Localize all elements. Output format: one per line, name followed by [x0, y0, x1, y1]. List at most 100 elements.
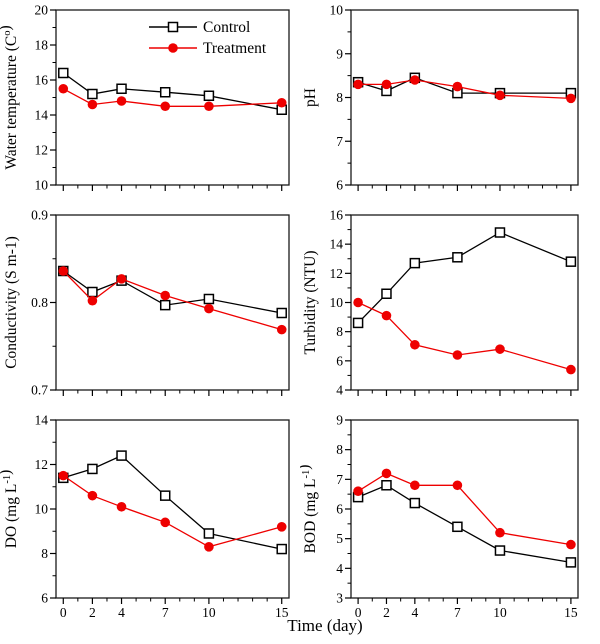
y-tick-label: 16 — [330, 208, 344, 223]
series-control-markers — [352, 227, 577, 329]
x-tick-label: 2 — [383, 605, 390, 620]
data-point-square-marker — [116, 83, 127, 94]
y-tick-label: 10 — [35, 502, 49, 517]
data-point-square-marker — [565, 557, 577, 568]
data-point-square-marker — [159, 87, 171, 98]
legend: Control Treatment — [149, 19, 267, 57]
data-point-circle-marker — [58, 83, 69, 94]
y-axis-title: DO (mg L-1) — [0, 470, 20, 549]
data-point-square-marker — [452, 521, 463, 533]
data-point-circle-marker — [160, 517, 171, 528]
x-axis-ticks — [357, 185, 572, 191]
y-axis-ticks: 3 4 5 6 7 8 9 — [336, 413, 351, 606]
y-tick-label: 20 — [35, 3, 49, 18]
series-treatment-line — [62, 88, 282, 107]
y-tick-label: 10 — [35, 178, 49, 193]
y-tick-label: 0.9 — [31, 208, 48, 223]
data-point-circle-marker — [452, 480, 463, 491]
plot-frame — [55, 419, 290, 599]
data-point-square-marker — [87, 286, 98, 298]
y-tick-label: 8 — [41, 546, 48, 561]
x-tick-label: 7 — [454, 605, 461, 620]
x-tick-label: 0 — [355, 605, 362, 620]
data-point-circle-marker — [381, 468, 392, 479]
x-axis-ticks — [357, 390, 572, 396]
x-axis-ticks — [62, 185, 283, 191]
y-tick-label: 0.7 — [31, 383, 48, 398]
y-tick-label: 10 — [330, 295, 344, 310]
data-point-circle-marker — [58, 470, 69, 481]
series-treatment-markers — [58, 266, 287, 335]
y-axis-ticks: 6 7 8 9 10 — [330, 3, 351, 193]
y-tick-label: 16 — [35, 73, 49, 88]
y-tick-label: 6 — [336, 353, 343, 368]
data-point-square-marker — [565, 256, 577, 267]
y-axis-title: BOD (mg L-1) — [300, 465, 319, 554]
chart-cell-ph: 6 7 8 9 10 pH — [300, 0, 600, 210]
series-control-markers — [58, 67, 287, 115]
y-tick-label: 7 — [336, 134, 343, 149]
data-point-circle-marker — [410, 339, 420, 350]
plot-frame — [350, 214, 579, 391]
y-tick-label: 14 — [330, 237, 344, 252]
data-point-circle-marker — [58, 266, 69, 276]
data-point-square-marker — [87, 88, 98, 100]
series-treatment-line — [62, 270, 282, 331]
data-point-square-marker — [276, 543, 287, 555]
y-axis-ticks: 6 8 10 12 14 — [35, 413, 56, 606]
y-axis-title: pH — [302, 88, 319, 107]
data-point-square-marker — [159, 299, 171, 311]
data-point-square-marker — [494, 545, 506, 556]
y-axis-ticks: 0.7 0.8 0.9 — [31, 208, 56, 398]
data-point-circle-marker — [204, 542, 214, 552]
series-treatment-line — [357, 472, 572, 546]
data-point-circle-marker — [566, 93, 576, 104]
data-point-circle-marker — [116, 96, 127, 106]
data-point-circle-marker — [452, 81, 463, 92]
x-tick-label: 4 — [118, 605, 125, 620]
chart-cell-conductivity: 0.7 0.8 0.9 Conductivity (S m-1) — [0, 205, 300, 415]
chart-conductivity: 0.7 0.8 0.9 Conductivity (S m-1) — [3, 208, 290, 398]
chart-ph: 6 7 8 9 10 pH — [302, 3, 579, 193]
y-tick-label: 8 — [336, 442, 343, 457]
y-tick-label: 14 — [35, 108, 49, 123]
y-axis-title: Water temperature (Co) — [0, 25, 20, 169]
chart-cell-water-temperature: 10 12 14 16 18 20 Water temperature (Co) Contro… — [0, 0, 300, 210]
chart-do: 6 8 10 12 14 0 2 4 7 10 15 DO (mg L-1) — [0, 413, 290, 620]
data-point-circle-marker — [116, 274, 127, 284]
series-treatment-markers — [353, 75, 576, 104]
data-point-circle-marker — [276, 522, 287, 532]
chart-cell-turbidity: 4 6 8 10 12 14 16 Turbidity (NTU) — [300, 205, 600, 415]
y-tick-label: 18 — [35, 38, 49, 53]
y-tick-label: 9 — [336, 46, 343, 61]
data-point-square-marker — [276, 307, 287, 319]
data-point-square-marker — [58, 67, 69, 79]
y-tick-label: 7 — [336, 472, 343, 487]
x-tick-label: 10 — [202, 605, 216, 620]
y-axis-title: Conductivity (S m-1) — [3, 236, 20, 369]
legend-square-marker — [167, 21, 179, 33]
series-treatment-markers — [353, 297, 576, 375]
data-point-circle-marker — [566, 539, 576, 550]
y-tick-label: 12 — [35, 143, 49, 158]
data-point-square-marker — [116, 450, 127, 461]
data-point-square-marker — [452, 252, 463, 263]
data-point-circle-marker — [87, 295, 98, 306]
data-point-circle-marker — [381, 310, 392, 321]
data-point-circle-marker — [452, 350, 463, 360]
x-tick-label: 10 — [493, 605, 507, 620]
series-treatment-line — [62, 475, 282, 548]
data-point-circle-marker — [495, 90, 505, 101]
plot-frame — [350, 419, 579, 599]
y-tick-label: 8 — [336, 324, 343, 339]
data-point-square-marker — [203, 293, 215, 305]
data-point-square-marker — [159, 490, 171, 501]
series-treatment-markers — [353, 468, 576, 550]
series-control-line — [357, 484, 572, 564]
data-point-circle-marker — [381, 79, 392, 90]
data-point-square-marker — [203, 90, 215, 101]
data-point-square-marker — [381, 288, 392, 299]
data-point-circle-marker — [116, 501, 127, 512]
x-tick-label: 15 — [564, 605, 578, 620]
